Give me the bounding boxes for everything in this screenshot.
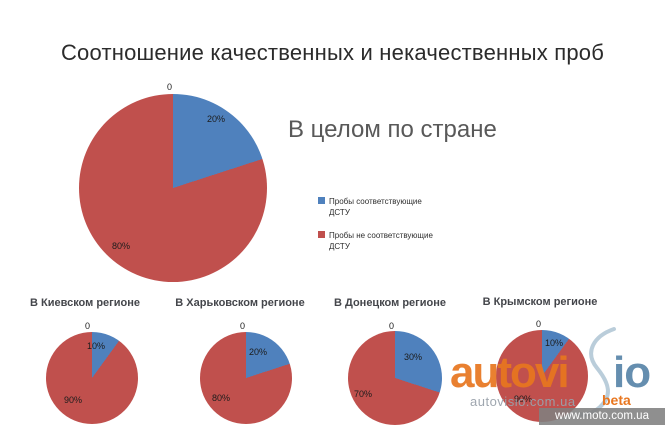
kharkiv-zero-label: 0 (240, 321, 246, 331)
main-pie (79, 94, 267, 282)
chart-legend: Пробы соответствующие ДСТУ Пробы не соот… (318, 196, 436, 264)
main-pie-red-label: 80% (112, 241, 131, 251)
main-pie-blue-label: 20% (207, 114, 226, 124)
kiev-pie (46, 332, 138, 424)
donetsk-zero-label: 0 (389, 321, 395, 331)
region-heading-kiev: В Киевском регионе (30, 297, 140, 309)
donetsk-blue-label: 30% (404, 352, 423, 362)
legend-swatch-blue (318, 197, 325, 204)
crimea-zero-label: 0 (536, 319, 542, 329)
legend-label-nonquality: Пробы не соответствующие ДСТУ (329, 231, 433, 251)
kiev-red-label: 90% (64, 395, 83, 405)
kharkiv-pie (200, 332, 292, 424)
donetsk-red-label: 70% (354, 389, 373, 399)
kiev-zero-label: 0 (85, 321, 91, 331)
kharkiv-red-label: 80% (212, 393, 231, 403)
main-pie-zero-label: 0 (167, 82, 173, 92)
crimea-red-label: 90% (514, 394, 533, 404)
region-heading-crimea: В Крымском регионе (482, 296, 598, 308)
donetsk-pie (348, 331, 442, 425)
autovisio-logo-io: io (613, 348, 651, 397)
main-chart-subtitle: В целом по стране (288, 116, 497, 143)
legend-label-quality: Пробы соответствующие ДСТУ (329, 197, 422, 217)
legend-item-quality: Пробы соответствующие ДСТУ (318, 196, 436, 218)
region-heading-donetsk: В Донецком регионе (333, 297, 446, 309)
legend-item-nonquality: Пробы не соответствующие ДСТУ (318, 230, 436, 252)
crimea-pie (496, 330, 588, 422)
autovisio-beta-tag: beta (602, 392, 631, 408)
region-heading-kharkiv: В Харьковском регионе (175, 297, 305, 309)
kiev-blue-label: 10% (87, 341, 106, 351)
legend-swatch-red (318, 231, 325, 238)
chart-title: Соотношение качественных и некачественны… (60, 40, 605, 65)
kharkiv-blue-label: 20% (249, 347, 268, 357)
crimea-blue-label: 10% (545, 338, 564, 348)
